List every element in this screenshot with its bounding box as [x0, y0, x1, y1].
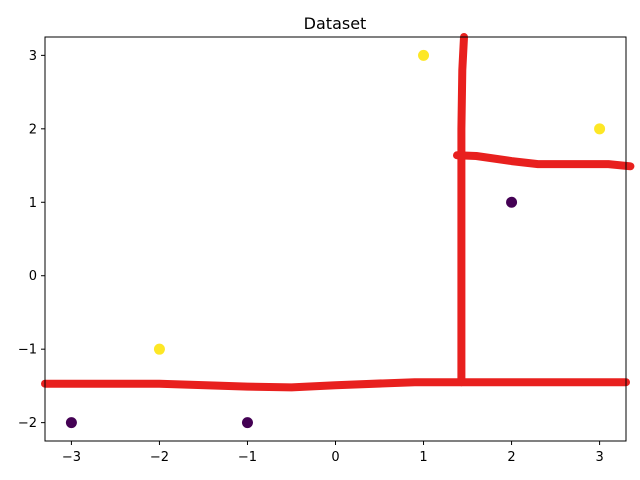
x-tick-label-0: −3: [62, 450, 81, 465]
y-tick-label-4: 2: [29, 122, 37, 137]
data-point-5: [594, 123, 606, 135]
data-point-2: [506, 196, 518, 208]
x-tick-label-5: 2: [507, 450, 515, 465]
data-point-4: [418, 49, 430, 61]
y-tick-label-3: 1: [29, 196, 37, 211]
annotation-stroke-1: [457, 33, 468, 387]
data-point-0: [65, 417, 77, 429]
x-tick-label-6: 3: [595, 450, 603, 465]
x-tick-label-2: −1: [238, 450, 257, 465]
data-point-1: [241, 417, 253, 429]
x-tick-label-3: 0: [331, 450, 339, 465]
chart-title: Dataset: [304, 14, 367, 33]
annotation-stroke-2: [453, 151, 635, 171]
data-point-3: [153, 343, 165, 355]
y-tick-label-5: 3: [29, 49, 37, 64]
y-tick-label-2: 0: [29, 269, 37, 284]
annotation-stroke-0: [41, 378, 630, 392]
y-tick-label-0: −2: [18, 416, 37, 431]
x-tick-label-4: 1: [419, 450, 427, 465]
x-tick-label-1: −2: [150, 450, 169, 465]
y-tick-label-1: −1: [18, 343, 37, 358]
